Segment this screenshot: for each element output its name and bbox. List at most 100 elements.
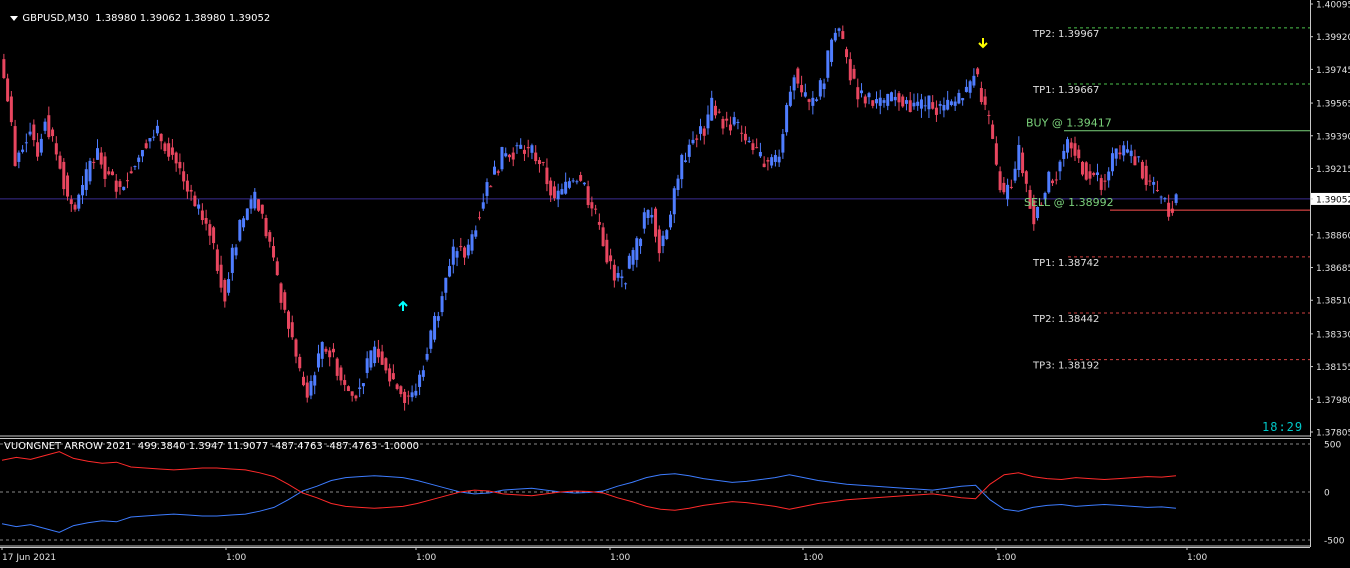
candle-body xyxy=(627,255,631,269)
candle-body xyxy=(567,181,571,188)
candle-body xyxy=(511,152,515,160)
candle-body xyxy=(938,104,942,106)
candle-body xyxy=(1095,172,1099,176)
candle-body xyxy=(212,227,216,244)
candle-body xyxy=(852,68,856,79)
candle-body xyxy=(268,232,272,242)
candle-body xyxy=(129,171,133,174)
candle-body xyxy=(425,353,429,360)
candle-body xyxy=(1092,172,1096,176)
candle-body xyxy=(403,391,407,403)
candle-body xyxy=(346,386,350,392)
candle-body xyxy=(597,221,601,225)
candle-body xyxy=(889,92,893,102)
candle-body xyxy=(1114,148,1118,159)
candle-body xyxy=(571,180,575,182)
candle-body xyxy=(534,152,538,162)
candle-body xyxy=(620,276,624,279)
candle-body xyxy=(698,126,702,134)
candle-body xyxy=(934,107,938,115)
candle-body xyxy=(444,277,448,293)
candle-body xyxy=(1066,139,1070,153)
candle-body xyxy=(1054,179,1058,181)
price-tick-label: 1.39920 xyxy=(1316,33,1350,43)
candle-body xyxy=(328,350,332,358)
candle-body xyxy=(418,374,422,387)
candle-body xyxy=(170,147,174,155)
candle-body xyxy=(953,101,957,106)
candle-body xyxy=(522,149,526,154)
candle-body xyxy=(766,160,770,162)
candle-body xyxy=(167,143,171,157)
oscillator-chart[interactable] xyxy=(0,438,1310,547)
candle-body xyxy=(294,339,298,357)
symbol-header[interactable]: GBPUSD,M30 1.38980 1.39062 1.38980 1.390… xyxy=(4,2,270,24)
candle-body xyxy=(361,383,365,387)
time-tick-label: 1:00 xyxy=(1187,553,1207,563)
candle-body xyxy=(762,163,766,168)
candle-body xyxy=(88,160,92,182)
candle-body xyxy=(2,59,6,79)
candle-body xyxy=(163,143,167,152)
price-tick-label: 1.39390 xyxy=(1316,132,1350,142)
candle-body xyxy=(324,348,328,352)
candle-body xyxy=(485,182,489,196)
candle-body xyxy=(436,316,440,321)
candle-body xyxy=(732,117,736,125)
candle-body xyxy=(1077,149,1081,159)
candle-body xyxy=(496,171,500,173)
candle-body xyxy=(410,392,414,398)
level-label: TP2: 1.39967 xyxy=(1032,29,1099,40)
price-tick-label: 1.38685 xyxy=(1316,264,1350,274)
candle-body xyxy=(478,217,482,219)
candle-body xyxy=(871,100,875,106)
level-label: TP3: 1.38192 xyxy=(1032,361,1099,372)
arrow-head xyxy=(398,300,408,307)
candle-body xyxy=(601,227,605,247)
price-tick-label: 1.39052 xyxy=(1316,195,1350,205)
candle-body xyxy=(725,118,729,121)
candle-body xyxy=(860,90,864,94)
dropdown-triangle-icon[interactable] xyxy=(10,15,19,21)
candle-body xyxy=(624,283,628,285)
candle-body xyxy=(492,166,496,175)
candle-body xyxy=(848,59,852,81)
candle-body xyxy=(582,182,586,185)
candle-body xyxy=(234,247,238,256)
candle-body xyxy=(1062,150,1066,159)
candle-body xyxy=(594,208,598,210)
candle-body xyxy=(684,160,688,162)
candle-body xyxy=(564,181,568,194)
candle-body xyxy=(298,356,302,369)
price-tick-label: 1.38860 xyxy=(1316,231,1350,241)
candle-body xyxy=(1122,145,1126,156)
candle-body xyxy=(609,255,613,262)
candle-body xyxy=(1043,192,1047,200)
candle-body xyxy=(957,92,961,104)
candle-body xyxy=(710,97,714,121)
candle-body xyxy=(875,99,879,104)
candle-body xyxy=(470,234,474,251)
candle-body xyxy=(736,121,740,123)
candle-body xyxy=(92,161,96,163)
candle-body xyxy=(1028,189,1032,209)
candle-body xyxy=(1125,149,1129,153)
candle-body xyxy=(777,156,781,163)
level-label: SELL @ 1.38992 xyxy=(1024,196,1114,209)
candle-body xyxy=(227,279,231,293)
candle-body xyxy=(923,105,927,107)
candle-body xyxy=(605,239,609,263)
candle-body xyxy=(107,171,111,175)
candle-body xyxy=(21,149,25,152)
candle-body xyxy=(253,191,257,209)
price-tick-label: 1.38510 xyxy=(1316,297,1350,307)
candle-body xyxy=(459,246,463,248)
candle-body xyxy=(279,283,283,303)
candle-body xyxy=(257,199,261,211)
price-chart[interactable]: TP2: 1.39967 TP1: 1.39667 BUY @ 1.39417 SEL… xyxy=(0,0,1310,437)
candle-body xyxy=(1129,150,1133,157)
candle-body xyxy=(301,376,305,386)
candle-body xyxy=(200,210,204,221)
candle-body xyxy=(316,353,320,368)
candle-body xyxy=(537,160,541,165)
